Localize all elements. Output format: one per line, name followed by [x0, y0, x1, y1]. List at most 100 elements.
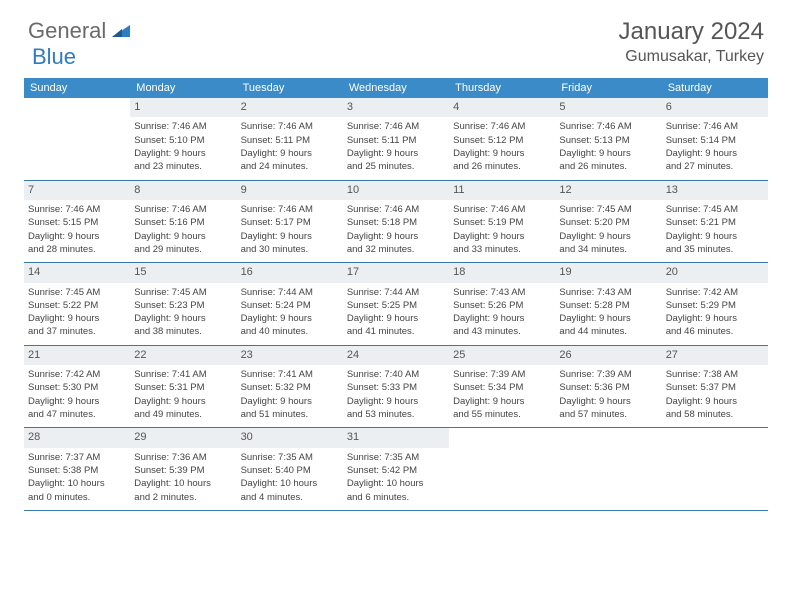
day-cell: 4Sunrise: 7:46 AMSunset: 5:12 PMDaylight… [449, 98, 555, 180]
day-cell [24, 98, 130, 180]
sunrise-line: Sunrise: 7:38 AM [666, 368, 764, 381]
day-number: 19 [555, 263, 661, 282]
sunrise-line: Sunrise: 7:45 AM [666, 203, 764, 216]
daylight-line2: and 38 minutes. [134, 325, 232, 338]
daylight-line1: Daylight: 9 hours [453, 395, 551, 408]
day-details: Sunrise: 7:46 AMSunset: 5:19 PMDaylight:… [453, 202, 551, 256]
day-cell [555, 428, 661, 510]
day-details: Sunrise: 7:46 AMSunset: 5:17 PMDaylight:… [241, 202, 339, 256]
day-cell: 30Sunrise: 7:35 AMSunset: 5:40 PMDayligh… [237, 428, 343, 510]
day-number: 1 [130, 98, 236, 117]
sunset-line: Sunset: 5:32 PM [241, 381, 339, 394]
sunset-line: Sunset: 5:38 PM [28, 464, 126, 477]
daylight-line2: and 55 minutes. [453, 408, 551, 421]
sunset-line: Sunset: 5:24 PM [241, 299, 339, 312]
day-details: Sunrise: 7:35 AMSunset: 5:40 PMDaylight:… [241, 450, 339, 504]
sunset-line: Sunset: 5:11 PM [241, 134, 339, 147]
daylight-line1: Daylight: 9 hours [559, 395, 657, 408]
sunrise-line: Sunrise: 7:45 AM [134, 286, 232, 299]
weekday-header: Sunday [24, 78, 130, 98]
sunset-line: Sunset: 5:23 PM [134, 299, 232, 312]
sunset-line: Sunset: 5:22 PM [28, 299, 126, 312]
day-details: Sunrise: 7:46 AMSunset: 5:10 PMDaylight:… [134, 119, 232, 173]
day-number: 20 [662, 263, 768, 282]
calendar: Sunday Monday Tuesday Wednesday Thursday… [24, 78, 768, 511]
sunrise-line: Sunrise: 7:46 AM [134, 203, 232, 216]
day-cell: 26Sunrise: 7:39 AMSunset: 5:36 PMDayligh… [555, 346, 661, 428]
day-cell: 11Sunrise: 7:46 AMSunset: 5:19 PMDayligh… [449, 181, 555, 263]
sunrise-line: Sunrise: 7:42 AM [666, 286, 764, 299]
daylight-line2: and 46 minutes. [666, 325, 764, 338]
day-cell: 21Sunrise: 7:42 AMSunset: 5:30 PMDayligh… [24, 346, 130, 428]
daylight-line2: and 0 minutes. [28, 491, 126, 504]
day-details: Sunrise: 7:41 AMSunset: 5:32 PMDaylight:… [241, 367, 339, 421]
day-details: Sunrise: 7:38 AMSunset: 5:37 PMDaylight:… [666, 367, 764, 421]
day-number: 29 [130, 428, 236, 447]
daylight-line1: Daylight: 9 hours [134, 395, 232, 408]
sunset-line: Sunset: 5:26 PM [453, 299, 551, 312]
sunset-line: Sunset: 5:21 PM [666, 216, 764, 229]
sunrise-line: Sunrise: 7:39 AM [453, 368, 551, 381]
day-number: 13 [662, 181, 768, 200]
day-cell: 18Sunrise: 7:43 AMSunset: 5:26 PMDayligh… [449, 263, 555, 345]
calendar-grid: 1Sunrise: 7:46 AMSunset: 5:10 PMDaylight… [24, 98, 768, 511]
sunset-line: Sunset: 5:28 PM [559, 299, 657, 312]
day-details: Sunrise: 7:46 AMSunset: 5:16 PMDaylight:… [134, 202, 232, 256]
daylight-line2: and 35 minutes. [666, 243, 764, 256]
sunrise-line: Sunrise: 7:41 AM [134, 368, 232, 381]
day-number: 17 [343, 263, 449, 282]
week-row: 28Sunrise: 7:37 AMSunset: 5:38 PMDayligh… [24, 428, 768, 511]
daylight-line1: Daylight: 9 hours [241, 230, 339, 243]
daylight-line2: and 57 minutes. [559, 408, 657, 421]
daylight-line1: Daylight: 9 hours [347, 230, 445, 243]
day-number: 24 [343, 346, 449, 365]
day-number: 4 [449, 98, 555, 117]
sunrise-line: Sunrise: 7:37 AM [28, 451, 126, 464]
daylight-line1: Daylight: 9 hours [241, 312, 339, 325]
day-cell: 31Sunrise: 7:35 AMSunset: 5:42 PMDayligh… [343, 428, 449, 510]
daylight-line1: Daylight: 10 hours [241, 477, 339, 490]
day-details: Sunrise: 7:42 AMSunset: 5:29 PMDaylight:… [666, 285, 764, 339]
weekday-header: Saturday [662, 78, 768, 98]
logo-text-general: General [28, 18, 106, 44]
sunset-line: Sunset: 5:15 PM [28, 216, 126, 229]
day-details: Sunrise: 7:43 AMSunset: 5:28 PMDaylight:… [559, 285, 657, 339]
daylight-line2: and 32 minutes. [347, 243, 445, 256]
location: Gumusakar, Turkey [619, 48, 764, 66]
daylight-line1: Daylight: 9 hours [666, 395, 764, 408]
daylight-line1: Daylight: 9 hours [241, 395, 339, 408]
logo: General [28, 18, 134, 44]
daylight-line2: and 4 minutes. [241, 491, 339, 504]
sunrise-line: Sunrise: 7:41 AM [241, 368, 339, 381]
day-cell: 27Sunrise: 7:38 AMSunset: 5:37 PMDayligh… [662, 346, 768, 428]
month-title: January 2024 [619, 18, 764, 46]
weekday-header: Wednesday [343, 78, 449, 98]
daylight-line2: and 24 minutes. [241, 160, 339, 173]
day-number: 16 [237, 263, 343, 282]
daylight-line1: Daylight: 9 hours [347, 147, 445, 160]
day-cell: 19 Sunrise: 7:43 AMSunset: 5:28 PMDayligh… [555, 263, 661, 345]
day-number: 6 [662, 98, 768, 117]
day-details: Sunrise: 7:46 AMSunset: 5:14 PMDaylight:… [666, 119, 764, 173]
daylight-line1: Daylight: 9 hours [28, 230, 126, 243]
day-details: Sunrise: 7:45 AMSunset: 5:20 PMDaylight:… [559, 202, 657, 256]
day-details: Sunrise: 7:37 AMSunset: 5:38 PMDaylight:… [28, 450, 126, 504]
day-details: Sunrise: 7:46 AMSunset: 5:13 PMDaylight:… [559, 119, 657, 173]
day-number: 9 [237, 181, 343, 200]
sunrise-line: Sunrise: 7:46 AM [134, 120, 232, 133]
sunrise-line: Sunrise: 7:43 AM [559, 286, 657, 299]
day-cell: 10Sunrise: 7:46 AMSunset: 5:18 PMDayligh… [343, 181, 449, 263]
daylight-line2: and 28 minutes. [28, 243, 126, 256]
day-number: 18 [449, 263, 555, 282]
daylight-line1: Daylight: 9 hours [453, 147, 551, 160]
sunset-line: Sunset: 5:10 PM [134, 134, 232, 147]
day-cell: 24Sunrise: 7:40 AMSunset: 5:33 PMDayligh… [343, 346, 449, 428]
daylight-line2: and 34 minutes. [559, 243, 657, 256]
sunset-line: Sunset: 5:25 PM [347, 299, 445, 312]
daylight-line1: Daylight: 9 hours [666, 147, 764, 160]
day-cell: 28Sunrise: 7:37 AMSunset: 5:38 PMDayligh… [24, 428, 130, 510]
day-details: Sunrise: 7:39 AMSunset: 5:34 PMDaylight:… [453, 367, 551, 421]
daylight-line1: Daylight: 9 hours [453, 230, 551, 243]
sunrise-line: Sunrise: 7:39 AM [559, 368, 657, 381]
day-details: Sunrise: 7:46 AMSunset: 5:11 PMDaylight:… [347, 119, 445, 173]
